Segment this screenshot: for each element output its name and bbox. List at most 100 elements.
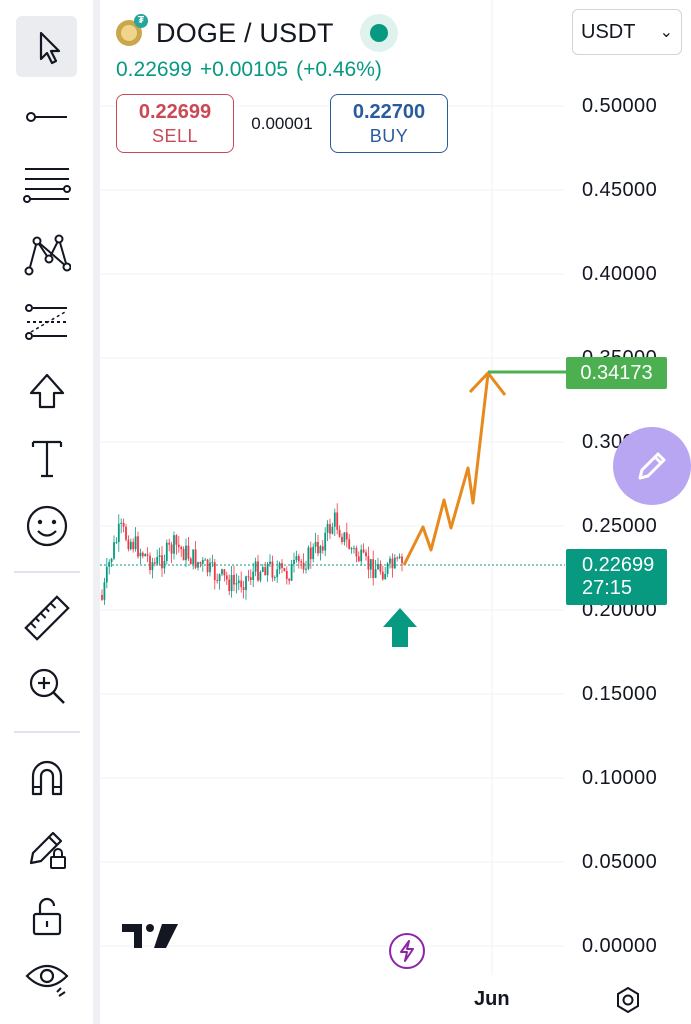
last-price: 0.22699 [116, 58, 192, 81]
doge-coin-icon: ₮ [116, 14, 148, 46]
toolbar-separator [14, 571, 80, 573]
flash-button[interactable] [389, 933, 425, 969]
candle-body [230, 574, 233, 592]
sell-button[interactable]: 0.22699 SELL [116, 94, 234, 153]
candle-body [365, 552, 367, 557]
candle-body [336, 512, 339, 530]
candle-body [249, 577, 252, 580]
candle-body [297, 556, 300, 562]
emoji-tool[interactable] [16, 495, 77, 556]
candle-body [381, 571, 384, 580]
candle-body [309, 547, 312, 560]
buy-button[interactable]: 0.22700 BUY [330, 94, 448, 153]
ruler-tool[interactable] [16, 587, 77, 648]
arrow-tool[interactable] [16, 360, 77, 421]
toolbar-separator [14, 731, 80, 733]
candle-body [389, 558, 391, 564]
candle-body [120, 522, 123, 524]
text-tool[interactable] [16, 427, 77, 488]
candle-body [137, 536, 139, 557]
pattern-tool[interactable] [16, 222, 77, 283]
candle-body [271, 561, 274, 578]
candle-body [288, 578, 291, 581]
unlock-tool[interactable] [16, 885, 77, 946]
candle-body [312, 546, 315, 560]
candle-body [189, 558, 192, 565]
zoom-in-icon [29, 668, 65, 704]
currency-select[interactable]: USDT ⌄ [572, 9, 682, 55]
cursor-tool[interactable] [16, 16, 77, 77]
candle-body [374, 569, 377, 578]
candle-body [139, 552, 142, 557]
change-abs: +0.00105 [199, 58, 289, 81]
candle-body [122, 522, 125, 527]
candle-body [168, 542, 171, 545]
candle-body [348, 539, 351, 549]
projection-path [402, 373, 490, 566]
candle-body [285, 570, 288, 579]
candle-body [379, 564, 382, 572]
price-axis-label: 0.15000 [582, 683, 658, 705]
magnet-tool[interactable] [16, 747, 77, 808]
candle-body [331, 526, 334, 534]
emoji-icon [26, 505, 67, 546]
candle-body [161, 555, 163, 569]
drawing-mode-button[interactable] [613, 427, 691, 505]
forecast-tool[interactable] [16, 291, 77, 352]
fib-retracement-tool[interactable] [16, 152, 77, 213]
candle-body [393, 557, 396, 569]
trend-line-tool[interactable] [16, 86, 77, 147]
zoom-tool[interactable] [16, 655, 77, 716]
forecast-icon [24, 303, 67, 340]
candle-body [355, 547, 358, 557]
candle-body [209, 562, 211, 573]
candle-body [401, 556, 403, 564]
candle-body [218, 574, 221, 581]
trade-panel: 0.22699 SELL 0.00001 0.22700 BUY [116, 94, 448, 153]
candle-body [235, 583, 238, 585]
candle-body [156, 557, 159, 564]
buy-signal-arrow-icon [383, 608, 417, 647]
candle-body [384, 573, 387, 580]
spread-value: 0.00001 [251, 113, 313, 133]
candle-body [105, 566, 108, 583]
candle-body [199, 562, 202, 564]
buy-label: BUY [369, 125, 409, 146]
candle-body [129, 541, 132, 550]
candle-body [153, 562, 156, 564]
market-status-indicator[interactable] [359, 14, 398, 52]
candle-body [165, 542, 168, 562]
settings-gear-icon[interactable] [615, 987, 641, 1013]
candle-body [281, 563, 283, 569]
lock-drawing-icon [29, 831, 66, 869]
unlock-icon [32, 897, 61, 935]
candle-body [295, 556, 298, 561]
candle-body [144, 554, 147, 557]
candle-body [146, 554, 149, 556]
candle-body [345, 532, 348, 540]
candle-body [170, 544, 173, 554]
eye-icon [24, 964, 69, 997]
candle-body [350, 548, 353, 550]
candle-body [192, 549, 195, 565]
candle-body [103, 582, 106, 600]
candle-body [110, 558, 113, 563]
candle-body [398, 556, 401, 559]
candle-body [391, 558, 394, 569]
text-icon [31, 440, 62, 477]
symbol-name[interactable]: DOGE / USDT [156, 17, 334, 48]
candle-body [314, 541, 317, 547]
candle-body [307, 547, 310, 569]
buy-price: 0.22700 [352, 100, 426, 123]
current-price-tag[interactable]: 0.22699 27:15 [566, 549, 667, 605]
candle-body [293, 560, 295, 564]
candle-body [369, 559, 372, 570]
candle-body [213, 562, 216, 581]
visibility-tool[interactable] [16, 947, 77, 1008]
candle-body [127, 539, 130, 550]
ruler-icon [23, 594, 70, 641]
lock-drawing-tool[interactable] [16, 816, 77, 877]
candle-body [338, 529, 341, 537]
target-price-tag[interactable]: 0.34173 [566, 357, 667, 389]
candle-body [117, 523, 120, 543]
